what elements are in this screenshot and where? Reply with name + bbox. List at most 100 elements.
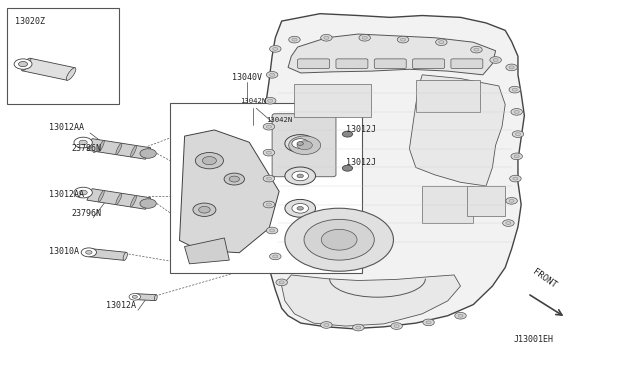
Circle shape — [269, 45, 281, 52]
Circle shape — [439, 41, 444, 44]
Circle shape — [86, 250, 92, 254]
Polygon shape — [266, 14, 524, 329]
Circle shape — [490, 57, 501, 63]
Circle shape — [292, 203, 308, 213]
Circle shape — [297, 142, 303, 145]
Circle shape — [266, 125, 271, 128]
Circle shape — [514, 155, 519, 158]
Circle shape — [132, 295, 138, 298]
Polygon shape — [136, 294, 156, 301]
Circle shape — [506, 222, 511, 225]
Ellipse shape — [98, 190, 104, 202]
Text: 13012AA: 13012AA — [49, 190, 84, 199]
Circle shape — [269, 73, 275, 76]
Circle shape — [74, 137, 92, 148]
Ellipse shape — [116, 193, 122, 205]
Circle shape — [470, 46, 482, 53]
Circle shape — [268, 99, 273, 102]
Circle shape — [263, 124, 275, 130]
Circle shape — [202, 157, 216, 165]
Circle shape — [285, 135, 316, 153]
Polygon shape — [282, 275, 461, 326]
Circle shape — [509, 66, 514, 69]
Circle shape — [297, 174, 303, 178]
Ellipse shape — [67, 68, 76, 80]
Circle shape — [506, 64, 517, 71]
Text: 13042N: 13042N — [266, 117, 292, 123]
Circle shape — [285, 208, 394, 271]
Circle shape — [512, 131, 524, 137]
FancyBboxPatch shape — [298, 59, 330, 68]
Circle shape — [321, 230, 357, 250]
Text: 13042N: 13042N — [240, 99, 266, 105]
Circle shape — [140, 149, 156, 158]
Ellipse shape — [154, 295, 157, 301]
Circle shape — [263, 149, 275, 156]
Circle shape — [356, 326, 361, 329]
FancyBboxPatch shape — [451, 59, 483, 68]
FancyBboxPatch shape — [272, 114, 336, 177]
Bar — [170, 103, 362, 273]
Circle shape — [436, 39, 447, 45]
Ellipse shape — [98, 141, 104, 152]
Circle shape — [513, 177, 518, 180]
Ellipse shape — [123, 252, 127, 260]
Text: 13020Z: 13020Z — [15, 17, 45, 26]
Bar — [422, 186, 473, 223]
Polygon shape — [410, 75, 505, 186]
Circle shape — [140, 199, 156, 208]
Circle shape — [269, 253, 281, 260]
Polygon shape — [288, 34, 495, 75]
Circle shape — [129, 294, 141, 300]
Text: 13012J: 13012J — [346, 158, 376, 167]
Ellipse shape — [88, 249, 93, 257]
Circle shape — [79, 190, 87, 195]
Ellipse shape — [136, 294, 138, 300]
Circle shape — [511, 109, 522, 115]
Text: FRONT: FRONT — [531, 267, 558, 290]
Circle shape — [514, 110, 519, 113]
Bar — [294, 84, 371, 118]
Circle shape — [321, 35, 332, 41]
Polygon shape — [87, 139, 151, 159]
Circle shape — [229, 176, 239, 182]
Text: 13010A: 13010A — [49, 247, 79, 256]
Text: 13040V: 13040V — [232, 73, 262, 82]
Circle shape — [269, 229, 275, 232]
Circle shape — [264, 97, 276, 104]
Bar — [467, 186, 505, 216]
Ellipse shape — [131, 196, 136, 207]
Polygon shape — [179, 130, 279, 253]
Circle shape — [423, 319, 435, 326]
Circle shape — [79, 140, 87, 145]
Ellipse shape — [131, 145, 136, 157]
Circle shape — [397, 36, 409, 43]
Circle shape — [292, 139, 308, 148]
Circle shape — [292, 171, 308, 181]
Circle shape — [401, 38, 406, 41]
Circle shape — [292, 38, 297, 41]
Polygon shape — [22, 58, 75, 80]
Circle shape — [19, 61, 28, 67]
Circle shape — [394, 325, 399, 328]
Circle shape — [285, 199, 316, 217]
Circle shape — [512, 88, 517, 91]
Circle shape — [266, 71, 278, 78]
Circle shape — [276, 279, 287, 286]
Text: 23796N: 23796N — [71, 208, 101, 218]
FancyBboxPatch shape — [374, 59, 406, 68]
Circle shape — [458, 314, 463, 317]
Circle shape — [342, 131, 353, 137]
Circle shape — [266, 203, 271, 206]
Circle shape — [195, 153, 223, 169]
Circle shape — [353, 324, 364, 331]
Circle shape — [511, 153, 522, 160]
Circle shape — [81, 248, 97, 257]
Circle shape — [266, 227, 278, 234]
Ellipse shape — [116, 143, 122, 155]
Circle shape — [224, 173, 244, 185]
Ellipse shape — [21, 58, 31, 71]
Circle shape — [493, 58, 498, 61]
Circle shape — [198, 206, 210, 213]
Circle shape — [362, 36, 367, 39]
